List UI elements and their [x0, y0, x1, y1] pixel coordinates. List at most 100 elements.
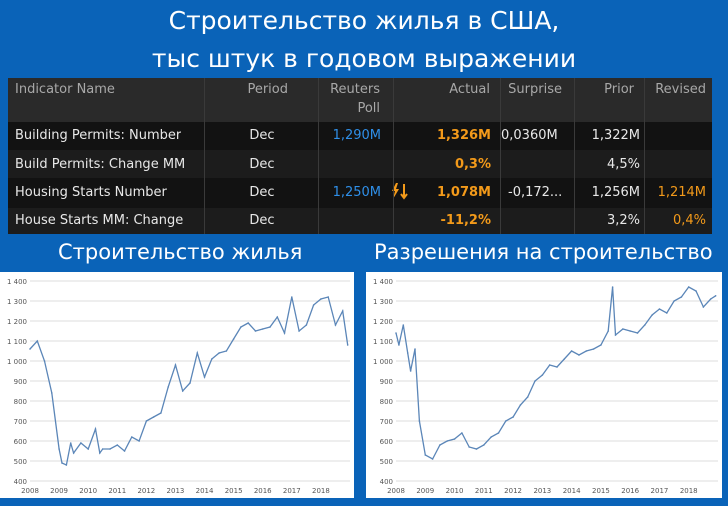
data-point	[709, 298, 712, 300]
data-point	[101, 448, 104, 450]
data-point	[629, 330, 631, 332]
data-point	[402, 324, 405, 326]
data-point	[283, 332, 286, 334]
data-point	[644, 324, 646, 326]
column-divider	[318, 78, 319, 234]
header-indicator-name[interactable]: Indicator Name	[15, 82, 115, 97]
cell-prior: 3,2%	[606, 213, 640, 228]
y-tick-label: 1 400	[373, 278, 393, 286]
y-tick-label: 1 400	[7, 278, 27, 286]
data-point	[497, 432, 500, 434]
column-divider	[204, 78, 205, 234]
data-point	[541, 374, 544, 376]
header-reuters[interactable]: Reuters	[330, 82, 380, 97]
data-point	[556, 366, 558, 368]
chart-right-title: Разрешения на строительство	[374, 240, 713, 264]
data-point	[203, 376, 206, 378]
table-row[interactable]: Build Permits: Change MM Dec 0,3% 4,5%	[8, 150, 712, 178]
data-point	[152, 416, 155, 418]
data-point	[160, 412, 162, 414]
x-tick-label: 2015	[225, 487, 243, 495]
data-point	[431, 458, 434, 460]
economic-indicators-table: Indicator Name Period Reuters Poll Actua…	[8, 78, 712, 234]
data-point	[395, 332, 397, 334]
data-point	[418, 420, 421, 422]
cell-indicator-name: Build Permits: Change MM	[15, 157, 186, 172]
data-point	[680, 296, 683, 298]
data-point	[512, 416, 514, 418]
building-permits-chart-panel: 400 500 600 700 800 900 1 000 1 100 1 200 1 300 1 …	[366, 272, 722, 498]
x-tick-label: 2015	[592, 487, 610, 495]
x-tick-label: 2008	[21, 487, 39, 495]
building-permits-chart: 400 500 600 700 800 900 1 000 1 100 1 200 1 300 1 …	[373, 278, 718, 495]
data-point	[636, 332, 639, 334]
data-point	[398, 344, 400, 346]
title-line-2: тыс штук в годовом выражении	[151, 44, 577, 73]
data-point	[174, 364, 177, 366]
header-revised[interactable]: Revised	[655, 82, 706, 97]
data-point	[592, 348, 595, 350]
data-point	[305, 324, 308, 326]
cell-actual: 0,3%	[454, 157, 491, 172]
data-point	[414, 348, 416, 350]
header-poll[interactable]: Poll	[357, 101, 380, 116]
header-period[interactable]: Period	[247, 82, 288, 97]
x-tick-label: 2012	[504, 487, 522, 495]
header-surprise[interactable]: Surprise	[508, 82, 562, 97]
y-tick-label: 1 000	[7, 358, 27, 366]
data-point	[58, 448, 60, 450]
data-point	[658, 308, 661, 310]
y-tick-label: 1 300	[373, 298, 393, 306]
data-point	[607, 330, 610, 332]
series-line	[29, 296, 349, 466]
data-point	[622, 328, 624, 330]
data-point	[51, 392, 53, 394]
x-tick-label: 2013	[167, 487, 185, 495]
data-point	[614, 334, 617, 336]
y-tick-label: 600	[14, 438, 27, 446]
data-point	[468, 446, 470, 448]
column-divider	[500, 78, 501, 234]
data-point	[702, 306, 705, 308]
data-point	[167, 386, 169, 388]
data-point	[87, 448, 89, 450]
data-point	[232, 338, 235, 340]
data-point	[611, 286, 614, 288]
data-point	[320, 298, 322, 300]
data-point	[504, 420, 507, 422]
y-tick-label: 600	[380, 438, 393, 446]
data-point	[254, 330, 257, 332]
data-point	[585, 350, 588, 352]
y-tick-label: 1 100	[7, 338, 27, 346]
data-point	[145, 420, 148, 422]
header-prior[interactable]: Prior	[604, 82, 634, 97]
y-tick-label: 500	[380, 458, 393, 466]
cell-indicator-name: Building Permits: Number	[15, 128, 182, 143]
cell-period: Dec	[249, 213, 275, 228]
x-tick-label: 2017	[283, 487, 301, 495]
data-point	[211, 358, 213, 360]
data-point	[651, 314, 653, 316]
y-tick-label: 700	[14, 418, 27, 426]
data-point	[548, 364, 551, 366]
data-point	[695, 290, 697, 292]
table-row[interactable]: Housing Starts Number Dec 1,250M 1,078M …	[8, 178, 712, 208]
table-row[interactable]: House Starts MM: Change Dec -11,2% 3,2% …	[8, 208, 712, 234]
x-tick-label: 2016	[621, 487, 639, 495]
data-point	[269, 326, 271, 328]
data-point	[36, 340, 39, 342]
y-tick-label: 1 300	[7, 298, 27, 306]
data-point	[475, 448, 478, 450]
data-point	[298, 330, 300, 332]
data-point	[490, 436, 492, 438]
cell-surprise: 0,0360M	[501, 128, 558, 143]
data-point	[65, 464, 68, 466]
x-tick-label: 2009	[416, 487, 434, 495]
header-actual[interactable]: Actual	[449, 82, 490, 97]
data-point	[534, 380, 536, 382]
lightning-arrows-icon	[390, 182, 412, 204]
table-row[interactable]: Building Permits: Number Dec 1,290M 1,32…	[8, 122, 712, 150]
column-divider	[644, 78, 645, 234]
cell-prior: 1,322M	[591, 128, 640, 143]
y-tick-label: 400	[14, 478, 27, 486]
